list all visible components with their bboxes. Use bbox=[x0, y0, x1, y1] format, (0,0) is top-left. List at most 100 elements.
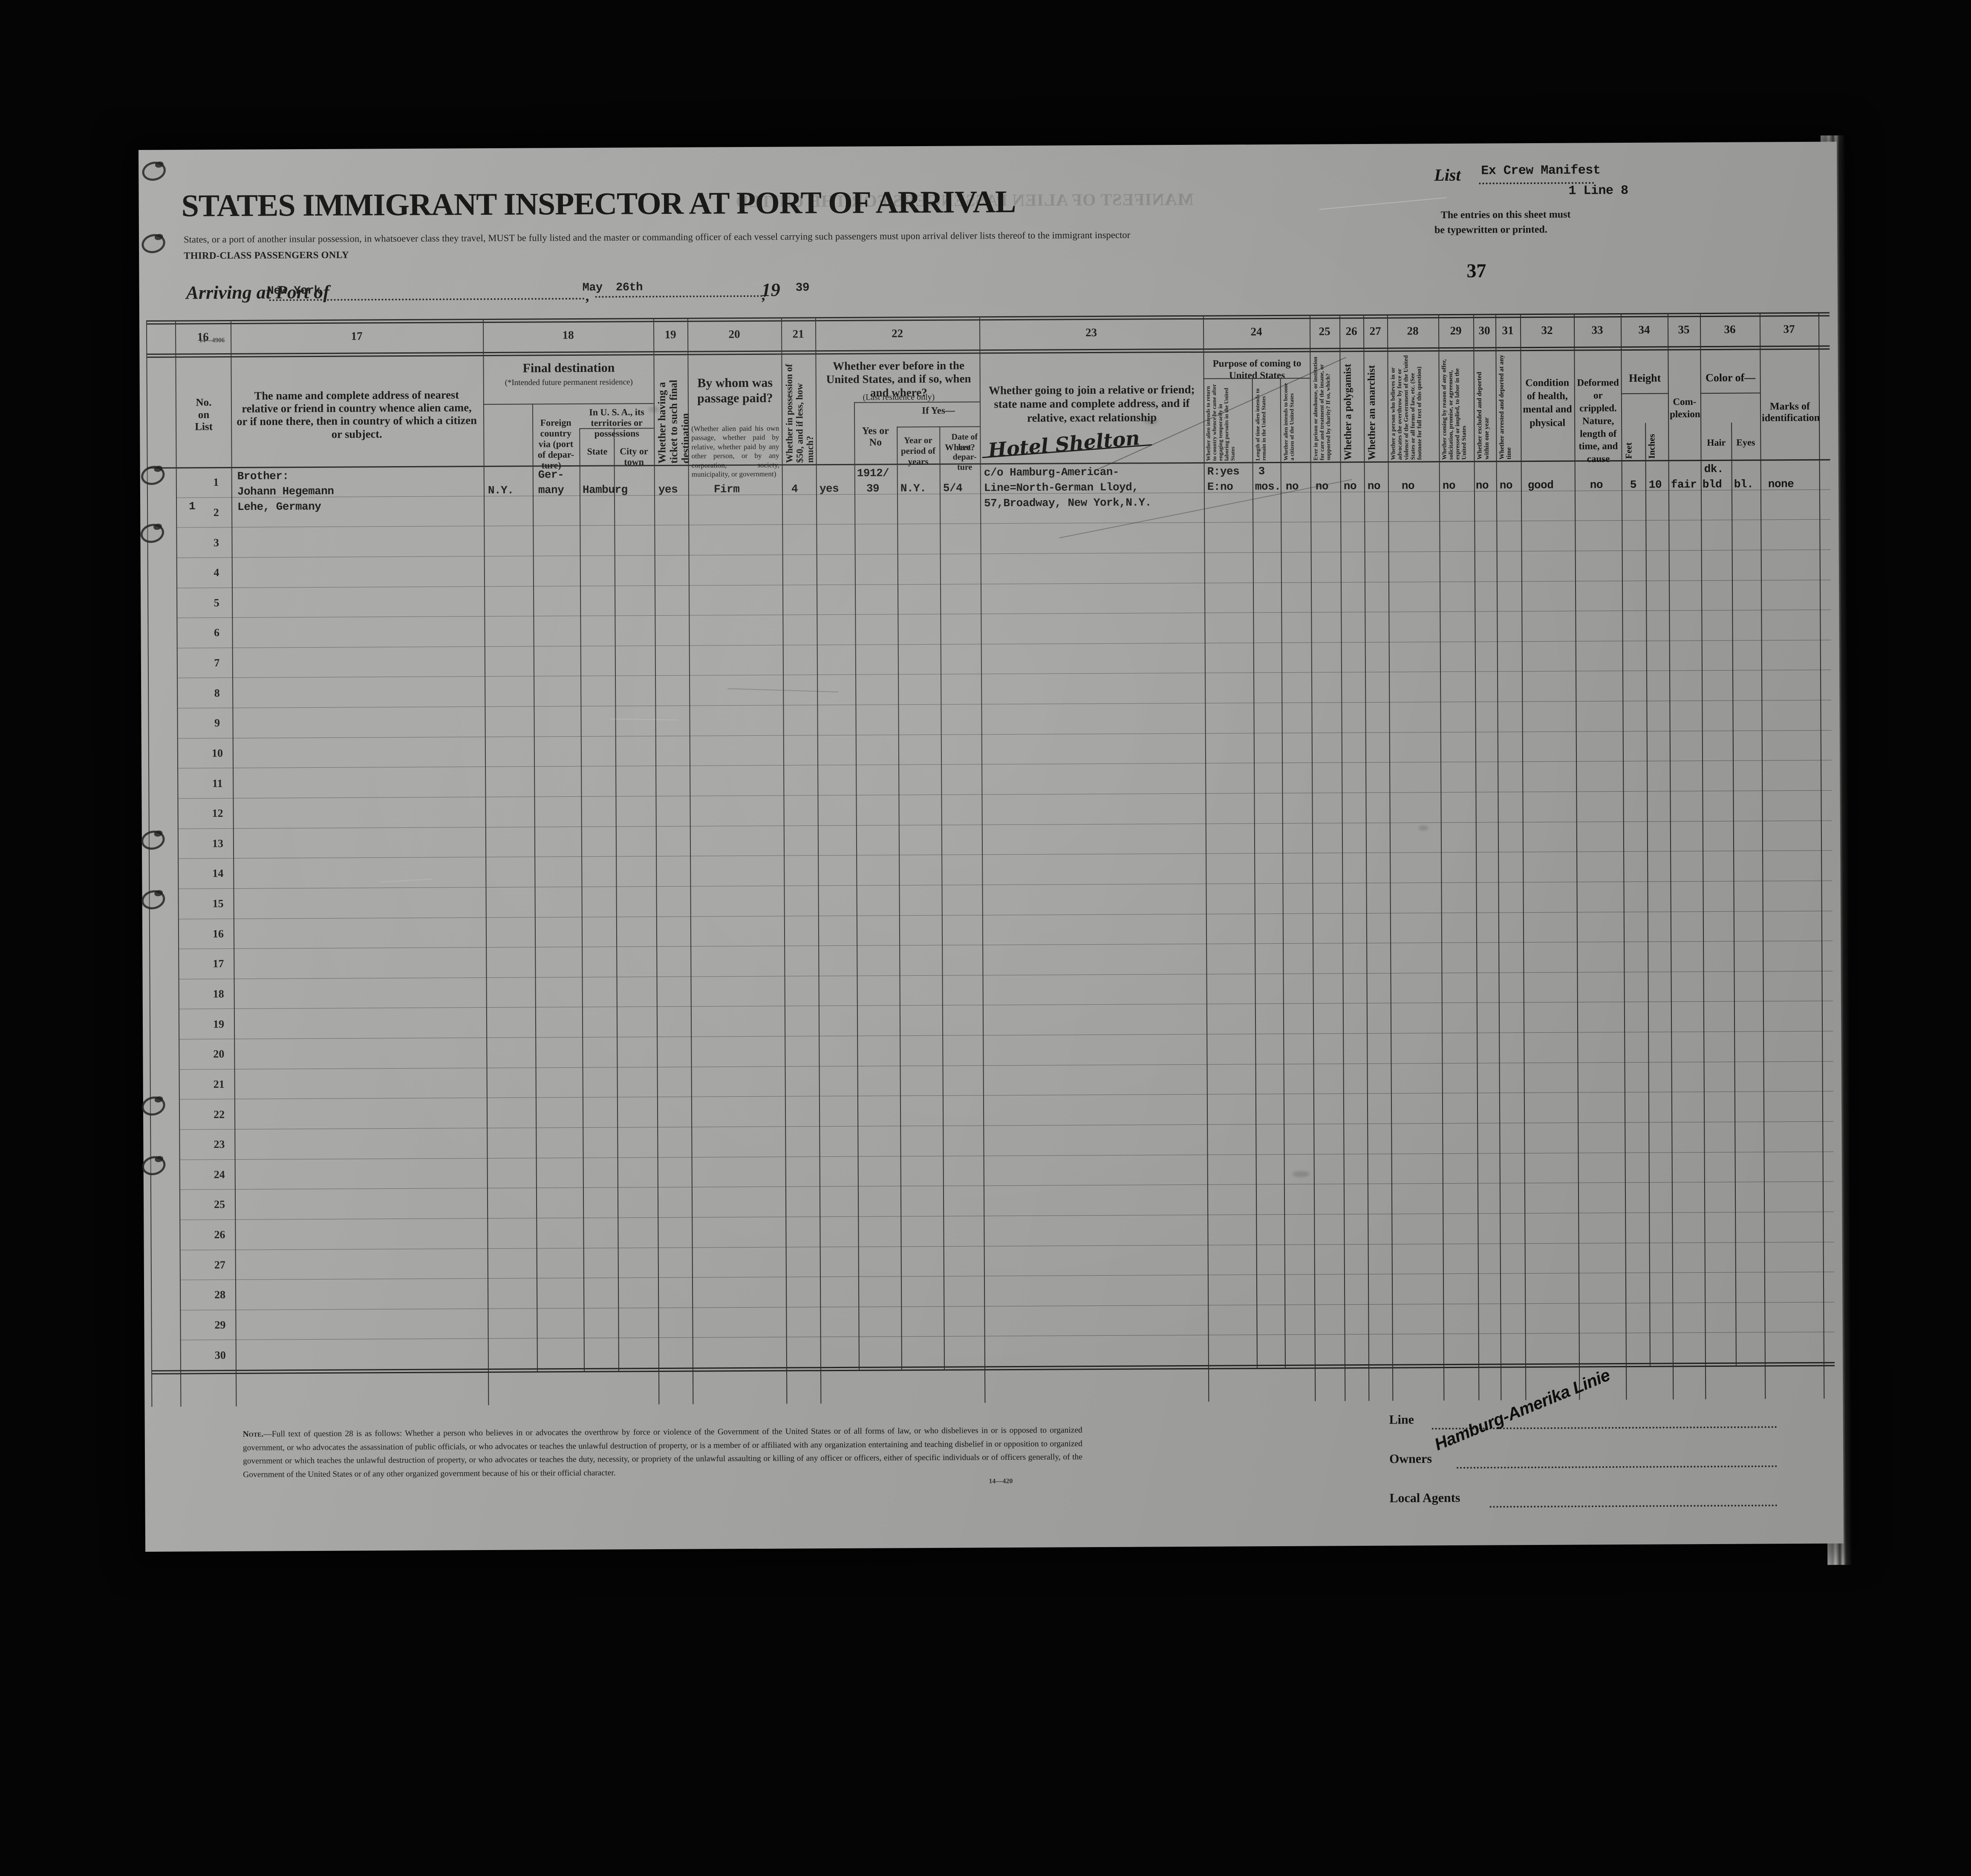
column-header-30: Whether excluded and deported within one… bbox=[1476, 372, 1491, 460]
column-number-27: 27 bbox=[1369, 324, 1381, 337]
column-header-26: Whether a polygamist bbox=[1342, 363, 1354, 461]
column-header-37: Marks of identification bbox=[1762, 401, 1820, 424]
col22-ifyes-rule bbox=[897, 426, 980, 428]
col-rule-22-yesno bbox=[854, 402, 860, 1370]
film-scratch-1 bbox=[1319, 197, 1447, 210]
row-separator bbox=[176, 640, 1831, 648]
row-number: 29 bbox=[214, 1318, 226, 1331]
paper-smudge-4 bbox=[1292, 1171, 1310, 1177]
entry-1-polygamist: no bbox=[1343, 480, 1357, 493]
row-number: 3 bbox=[213, 536, 219, 549]
row-separator bbox=[179, 1211, 1834, 1220]
row-separator bbox=[177, 700, 1832, 709]
local-agents-field-rule bbox=[1489, 1504, 1778, 1508]
paper-smudge-3 bbox=[1418, 825, 1428, 831]
row-number: 30 bbox=[214, 1349, 226, 1361]
column-header-18-usa: In U. S. A., its territories or possessi… bbox=[589, 406, 644, 439]
column-header-18-state: State bbox=[587, 446, 608, 457]
row-separator bbox=[179, 1061, 1833, 1070]
row-separator bbox=[179, 1151, 1834, 1160]
column-header-23: Whether going to join a relative or frie… bbox=[988, 383, 1195, 424]
column-number-28: 28 bbox=[1407, 324, 1419, 337]
row-number: 14 bbox=[212, 867, 224, 880]
column-header-34-feet: Feet bbox=[1623, 442, 1634, 459]
entry-1-state-line1: Ger- bbox=[538, 468, 564, 481]
date-field-rule bbox=[595, 295, 766, 298]
column-number-19: 19 bbox=[664, 328, 676, 341]
row-number: 1 bbox=[213, 476, 219, 489]
date-value: May 26th bbox=[582, 281, 643, 294]
entry-1-money: 4 bbox=[791, 482, 798, 496]
col-rule-16a bbox=[175, 320, 182, 1407]
entry-1-joining-line1: c/o Hamburg-American- bbox=[984, 465, 1119, 479]
typewritten-note-line-1: The entries on this sheet must bbox=[1440, 209, 1571, 221]
entry-1-overthrow: no bbox=[1401, 479, 1415, 493]
entry-1-relative-name: Johann Hegemann bbox=[237, 484, 334, 498]
subtitle-line-2: THIRD-CLASS PASSENGERS ONLY bbox=[184, 249, 349, 261]
column-header-24b: Length of time alien intends to remain i… bbox=[1254, 388, 1267, 461]
manifest-sheet: MANIFEST OF ALIEN PASSENGERS FOR THE UNI… bbox=[138, 141, 1844, 1552]
row-number: 16 bbox=[212, 927, 224, 940]
row-separator bbox=[177, 730, 1832, 739]
row-number: 2 bbox=[213, 506, 219, 519]
col-rule-21 bbox=[815, 317, 822, 1404]
footnote-question-28: Note.—Full text of question 28 is as fol… bbox=[243, 1424, 1083, 1481]
entry-1-anarchist: no bbox=[1367, 479, 1381, 493]
entry-1-height-feet: 5 bbox=[1630, 478, 1637, 491]
row-number: 19 bbox=[213, 1017, 225, 1030]
column-header-18-title: Final destination bbox=[522, 360, 615, 375]
year-value: 39 bbox=[795, 281, 810, 295]
col-rule-23 bbox=[1203, 315, 1209, 1402]
row-separator bbox=[176, 609, 1831, 618]
column-header-20-subtitle: (Whether alien paid his own passage, whe… bbox=[691, 424, 779, 478]
entry-1-no: 1 bbox=[189, 500, 196, 513]
owners-field-rule bbox=[1457, 1465, 1778, 1469]
column-header-18-foreign: Foreign country via (port of depar-ture)… bbox=[537, 417, 574, 471]
row-separator bbox=[177, 820, 1832, 829]
column-header-21: Whether in possession of $50, and if les… bbox=[783, 364, 815, 463]
column-header-18-subtitle: (*Intended future permanent residence) bbox=[505, 378, 633, 387]
column-number-18: 18 bbox=[562, 329, 574, 342]
local-agents-label: Local Agents bbox=[1389, 1490, 1460, 1505]
col-rule-22-year bbox=[897, 426, 903, 1370]
row-separator bbox=[178, 971, 1833, 980]
subtitle-line-1: States, or a port of another insular pos… bbox=[183, 229, 1131, 245]
entry-1-joining-line2: Line=North-German Lloyd, bbox=[984, 481, 1139, 495]
row-number: 26 bbox=[214, 1228, 225, 1241]
footnote-text: —Full text of question 28 is as follows:… bbox=[242, 1426, 1083, 1479]
col-rule-25 bbox=[1339, 314, 1346, 1401]
col-rule-35 bbox=[1700, 313, 1706, 1400]
col-rule-18-city bbox=[614, 428, 620, 1371]
col-rule-16b bbox=[230, 320, 237, 1406]
col36-sub-rule bbox=[1700, 392, 1760, 394]
row-separator bbox=[180, 1302, 1835, 1311]
paper-smudge-1 bbox=[1144, 418, 1159, 425]
column-header-33: Deformed or crippled. Nature, length of … bbox=[1577, 377, 1619, 464]
column-header-17: The name and complete address of nearest… bbox=[237, 388, 477, 441]
col-rule-22 bbox=[979, 316, 986, 1403]
row-number: 25 bbox=[214, 1198, 225, 1211]
col-rule-24a bbox=[1252, 378, 1258, 1368]
column-header-34-inches: Inches bbox=[1646, 434, 1657, 459]
col-rule-34 bbox=[1667, 313, 1674, 1400]
col-rule-18 bbox=[653, 318, 660, 1405]
column-header-22-year: Year or period of years bbox=[900, 435, 936, 467]
row-number: 4 bbox=[214, 566, 219, 579]
entry-1-relative-label: Brother: bbox=[237, 470, 289, 483]
entry-1-ticket: yes bbox=[658, 483, 678, 496]
column-number-35: 35 bbox=[1678, 323, 1690, 336]
col-rule-24 bbox=[1309, 314, 1316, 1401]
row-separator bbox=[176, 579, 1831, 588]
column-header-34: Height bbox=[1629, 372, 1661, 384]
row-separator bbox=[178, 850, 1832, 859]
row-separator bbox=[176, 549, 1831, 558]
entry-1-before-us-where: N.Y. bbox=[900, 481, 926, 495]
row-number: 10 bbox=[211, 746, 223, 760]
footnote-label: Note. bbox=[242, 1429, 264, 1439]
column-header-35: Com-plexion bbox=[1670, 396, 1700, 420]
paper-smudge-2 bbox=[648, 406, 659, 413]
column-number-25: 25 bbox=[1319, 325, 1330, 338]
col-rule-27 bbox=[1387, 314, 1394, 1401]
row-separator bbox=[179, 1271, 1834, 1280]
